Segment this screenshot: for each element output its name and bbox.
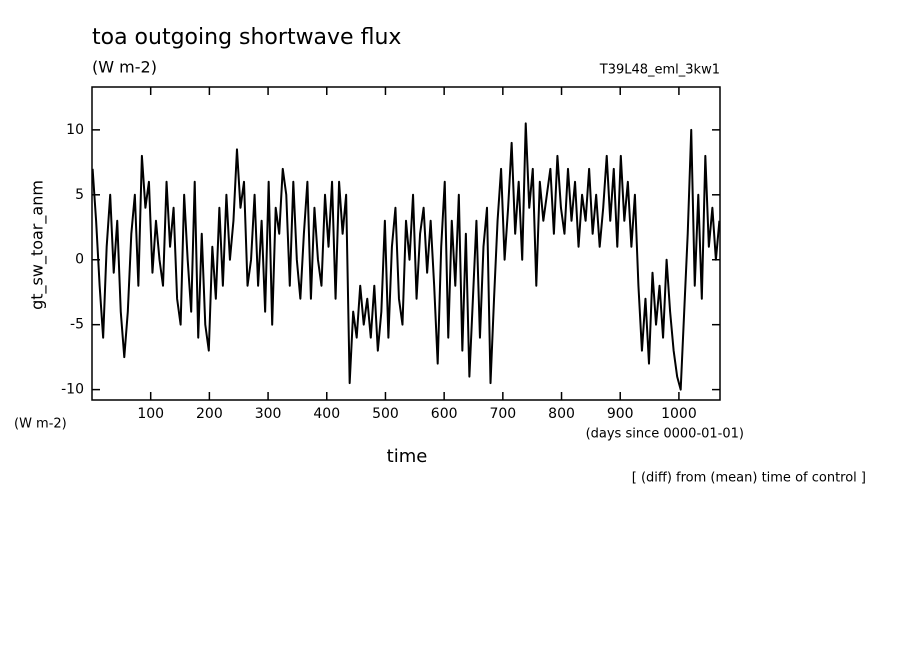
data-line (91, 122, 721, 391)
x-tick-label: 100 (137, 406, 164, 422)
note: [ (diff) from (mean) time of control ] (632, 471, 866, 486)
x-tick-label: 500 (372, 406, 399, 422)
y-tick-label: 0 (75, 252, 84, 268)
x-tick-label: 300 (255, 406, 282, 422)
y-unit: (W m-2) (14, 417, 67, 432)
chart-title: toa outgoing shortwave flux (92, 25, 401, 50)
x-tick-label: 200 (196, 406, 223, 422)
x-unit: (days since 0000-01-01) (586, 427, 744, 442)
y-axis-label: gt_sw_toar_anm (28, 180, 48, 310)
x-tick-label: 900 (607, 406, 634, 422)
y-tick-label: 5 (75, 187, 84, 203)
x-tick-label: 800 (548, 406, 575, 422)
x-tick-label: 1000 (661, 406, 697, 422)
y-tick-label: -5 (70, 317, 84, 333)
run-label: T39L48_eml_3kw1 (599, 63, 720, 78)
x-tick-label: 600 (431, 406, 458, 422)
x-axis-label: time (387, 446, 428, 467)
y-tick-label: 10 (66, 122, 84, 138)
subtitle: (W m-2) (92, 58, 157, 77)
plot-frame (91, 86, 721, 401)
y-tick-label: -10 (61, 382, 84, 398)
x-tick-label: 400 (313, 406, 340, 422)
x-tick-label: 700 (489, 406, 516, 422)
